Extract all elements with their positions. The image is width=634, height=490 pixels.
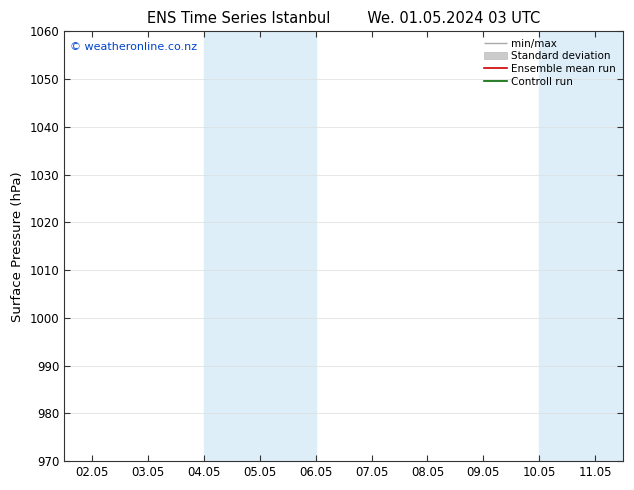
Bar (567, 31, 623, 461)
Legend: min/max, Standard deviation, Ensemble mean run, Controll run: min/max, Standard deviation, Ensemble me… (479, 35, 620, 91)
Bar (539, 31, 567, 461)
Bar (232, 31, 316, 461)
Bar (204, 31, 232, 461)
Title: ENS Time Series Istanbul        We. 01.05.2024 03 UTC: ENS Time Series Istanbul We. 01.05.2024 … (147, 11, 540, 26)
Y-axis label: Surface Pressure (hPa): Surface Pressure (hPa) (11, 171, 24, 321)
Text: © weatheronline.co.nz: © weatheronline.co.nz (70, 42, 197, 52)
